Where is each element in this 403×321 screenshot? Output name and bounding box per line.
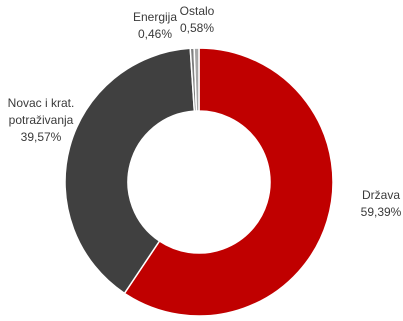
slice-1 [123, 47, 334, 317]
slice-2 [64, 47, 196, 295]
slice-labels: Država 59,39% Novac i krat. potraživanja 39,… [8, 4, 402, 219]
slice-label-3: Energija 0,46% [133, 10, 177, 41]
slice-label-2: Novac i krat. potraživanja 39,57% [8, 96, 75, 144]
slice-4 [193, 47, 200, 112]
slice-label-1: Država 59,39% [361, 188, 402, 219]
donut-slices [64, 47, 334, 317]
slice-label-4: Ostalo 0,58% [180, 4, 215, 35]
